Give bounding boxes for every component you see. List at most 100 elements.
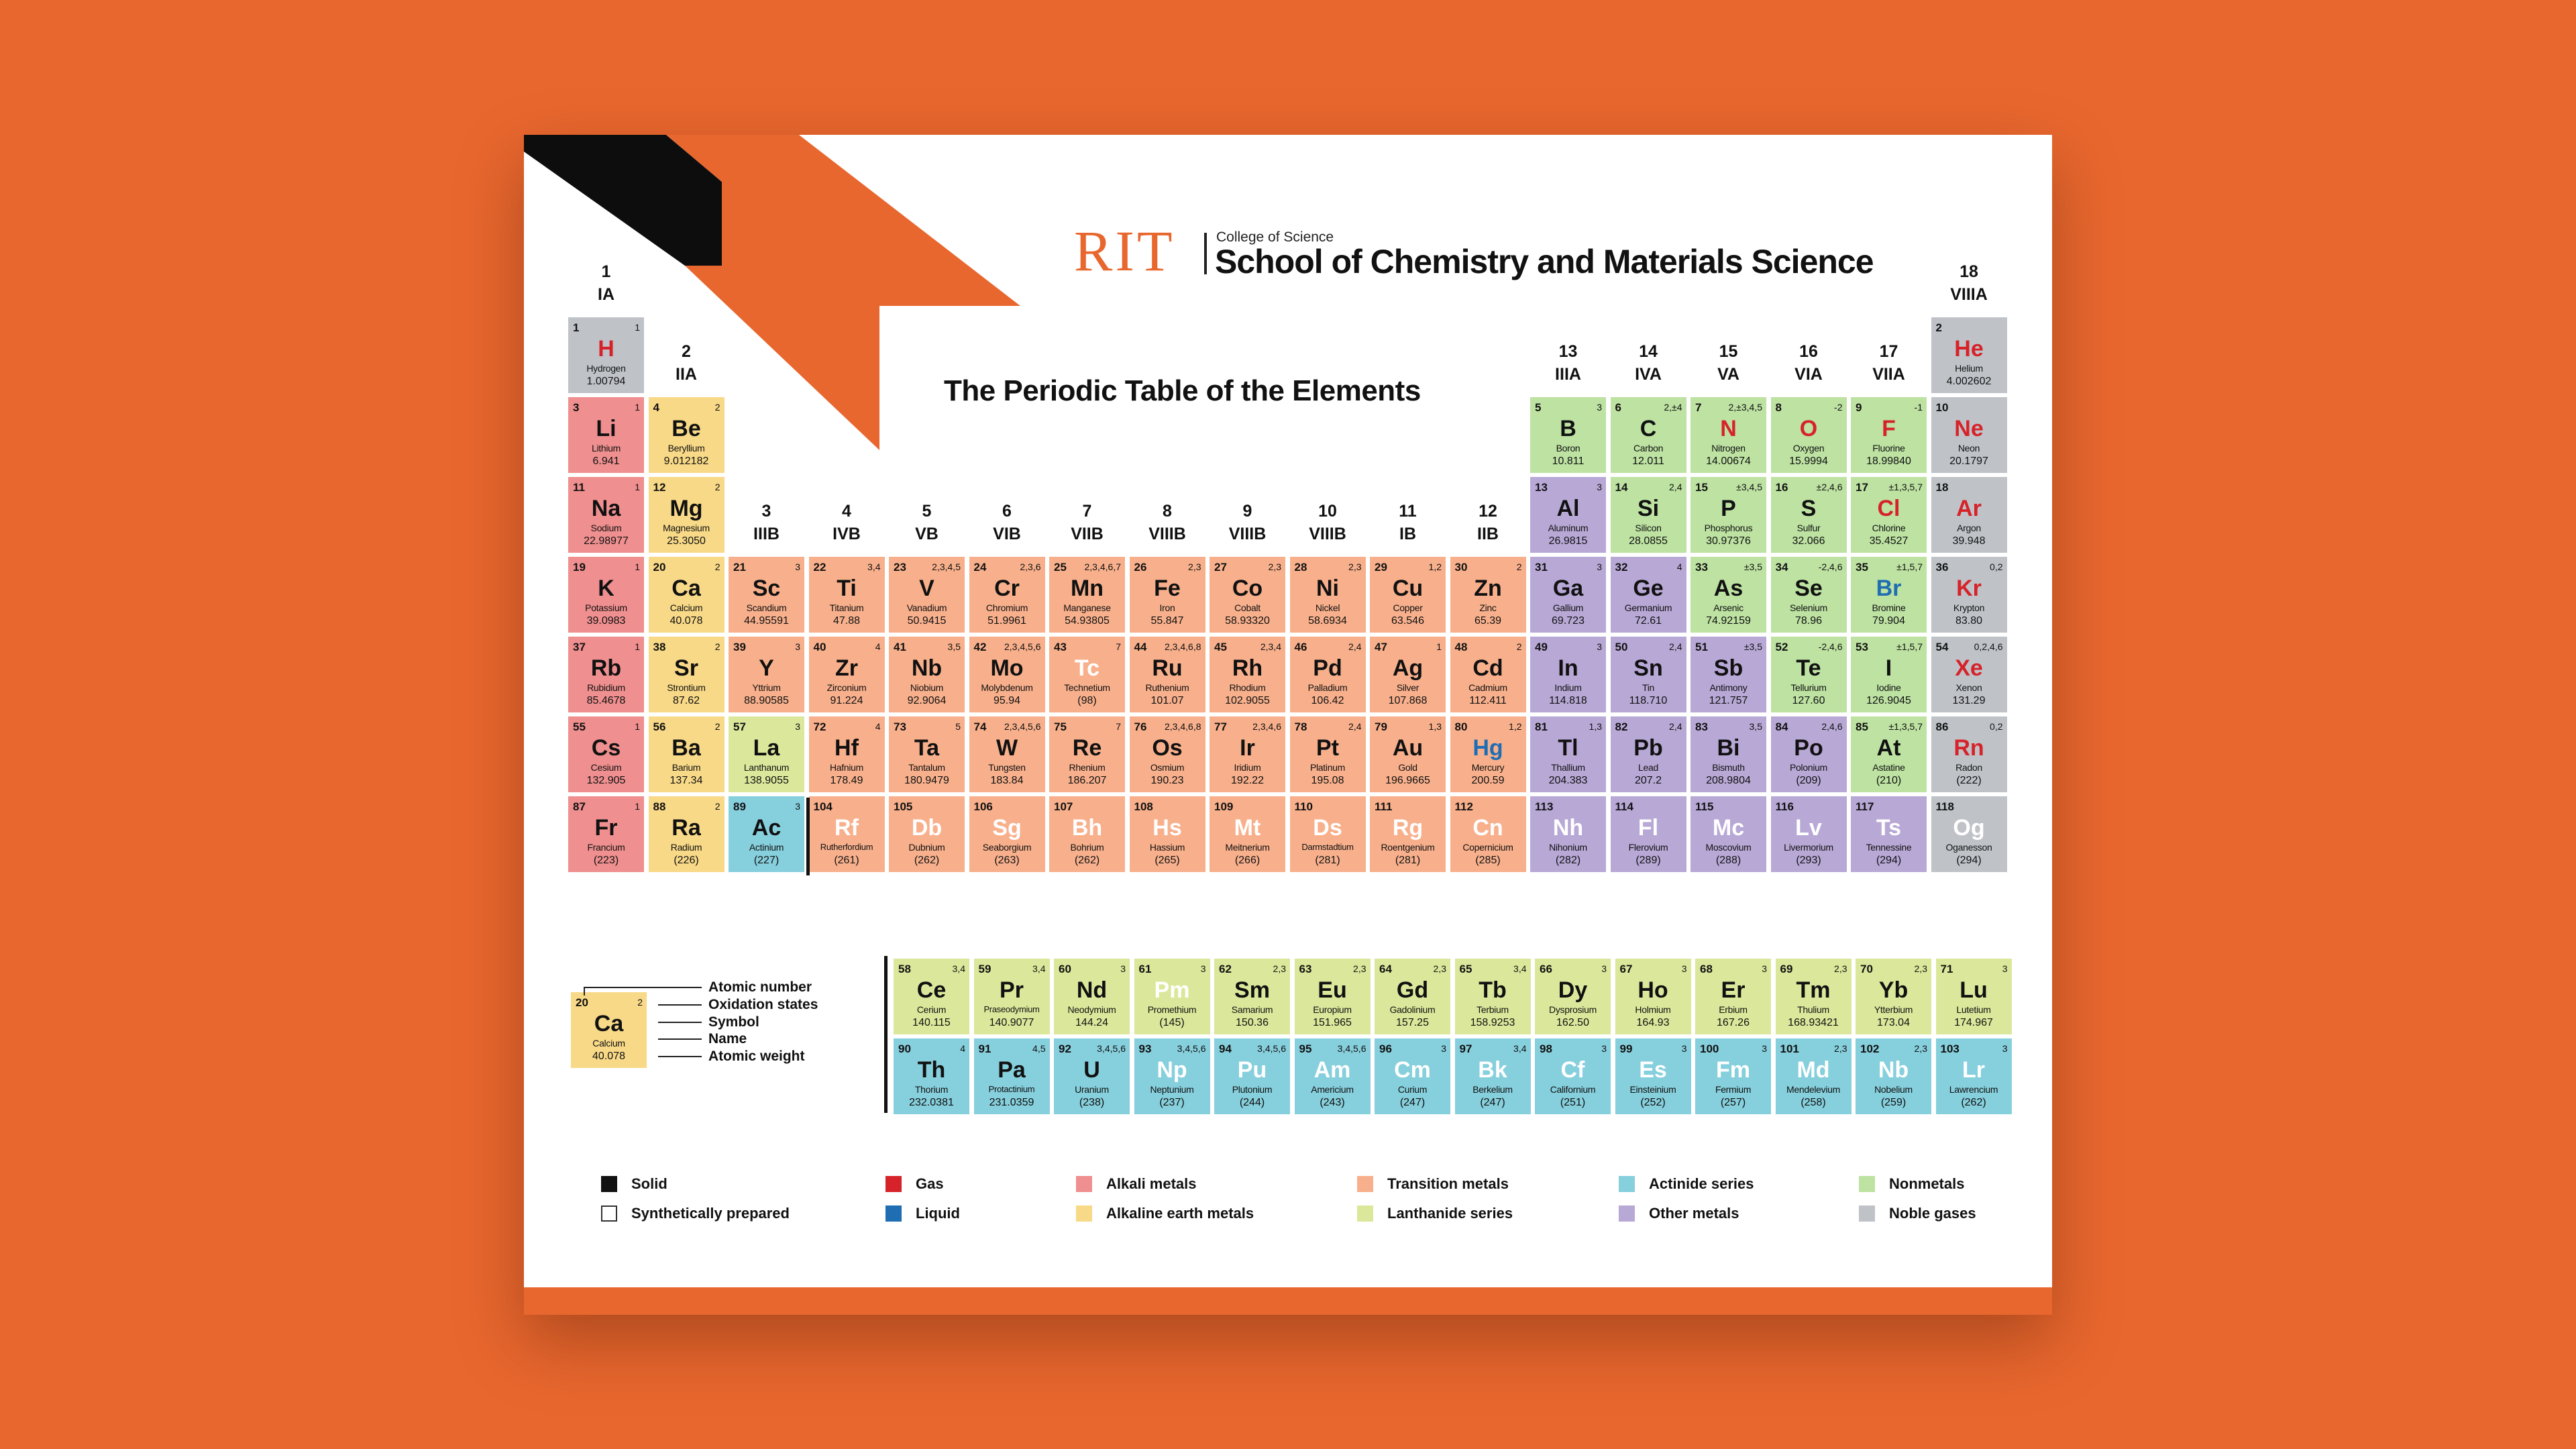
element-db[interactable]: 105 Db Dubnium (262) xyxy=(889,796,965,872)
element-w[interactable]: 74 2,3,4,5,6 W Tungsten 183.84 xyxy=(969,716,1045,792)
element-te[interactable]: 52 -2,4,6 Te Tellurium 127.60 xyxy=(1770,637,1847,712)
element-cr[interactable]: 24 2,3,6 Cr Chromium 51.9961 xyxy=(969,557,1045,633)
element-mn[interactable]: 25 2,3,4,6,7 Mn Manganese 54.93805 xyxy=(1049,557,1125,633)
element-fe[interactable]: 26 2,3 Fe Iron 55.847 xyxy=(1129,557,1205,633)
element-fl[interactable]: 114 Fl Flerovium (289) xyxy=(1610,796,1686,872)
element-k[interactable]: 19 1 K Potassium 39.0983 xyxy=(568,557,644,633)
element-nb[interactable]: 102 2,3 Nb Nobelium (259) xyxy=(1856,1038,1931,1114)
element-ra[interactable]: 88 2 Ra Radium (226) xyxy=(648,796,724,872)
element-o[interactable]: 8 -2 O Oxygen 15.9994 xyxy=(1770,397,1847,473)
element-be[interactable]: 4 2 Be Beryllium 9.012182 xyxy=(648,397,724,473)
element-ge[interactable]: 32 4 Ge Germanium 72.61 xyxy=(1610,557,1686,633)
element-na[interactable]: 11 1 Na Sodium 22.98977 xyxy=(568,477,644,553)
element-i[interactable]: 53 ±1,5,7 I Iodine 126.9045 xyxy=(1851,637,1927,712)
element-tb[interactable]: 65 3,4 Tb Terbium 158.9253 xyxy=(1454,959,1531,1034)
element-ts[interactable]: 117 Ts Tennessine (294) xyxy=(1851,796,1927,872)
element-cf[interactable]: 98 3 Cf Californium (251) xyxy=(1535,1038,1611,1114)
element-nh[interactable]: 113 Nh Nihonium (282) xyxy=(1530,796,1606,872)
element-p[interactable]: 15 ±3,4,5 P Phosphorus 30.97376 xyxy=(1690,477,1766,553)
element-hg[interactable]: 80 1,2 Hg Mercury 200.59 xyxy=(1450,716,1526,792)
element-eu[interactable]: 63 2,3 Eu Europium 151.965 xyxy=(1294,959,1371,1034)
element-pm[interactable]: 61 3 Pm Promethium (145) xyxy=(1134,959,1210,1034)
element-lv[interactable]: 116 Lv Livermorium (293) xyxy=(1770,796,1847,872)
element-og[interactable]: 118 Og Oganesson (294) xyxy=(1931,796,2007,872)
element-rn[interactable]: 86 0,2 Rn Radon (222) xyxy=(1931,716,2007,792)
element-ca[interactable]: 20 2 Ca Calcium 40.078 xyxy=(648,557,724,633)
element-ti[interactable]: 22 3,4 Ti Titanium 47.88 xyxy=(808,557,885,633)
element-n[interactable]: 7 2,±3,4,5 N Nitrogen 14.00674 xyxy=(1690,397,1766,473)
element-mt[interactable]: 109 Mt Meitnerium (266) xyxy=(1210,796,1285,872)
element-nd[interactable]: 60 3 Nd Neodymium 144.24 xyxy=(1054,959,1130,1034)
element-pt[interactable]: 78 2,4 Pt Platinum 195.08 xyxy=(1289,716,1366,792)
element-ru[interactable]: 44 2,3,4,6,8 Ru Ruthenium 101.07 xyxy=(1129,637,1205,712)
element-rb[interactable]: 37 1 Rb Rubidium 85.4678 xyxy=(568,637,644,712)
element-os[interactable]: 76 2,3,4,6,8 Os Osmium 190.23 xyxy=(1129,716,1205,792)
element-si[interactable]: 14 2,4 Si Silicon 28.0855 xyxy=(1610,477,1686,553)
element-sc[interactable]: 21 3 Sc Scandium 44.95591 xyxy=(729,557,804,633)
element-sb[interactable]: 51 ±3,5 Sb Antimony 121.757 xyxy=(1690,637,1766,712)
element-ne[interactable]: 10 Ne Neon 20.1797 xyxy=(1931,397,2007,473)
element-la[interactable]: 57 3 La Lanthanum 138.9055 xyxy=(729,716,804,792)
element-ga[interactable]: 31 3 Ga Gallium 69.723 xyxy=(1530,557,1606,633)
element-ag[interactable]: 47 1 Ag Silver 107.868 xyxy=(1370,637,1446,712)
element-rg[interactable]: 111 Rg Roentgenium (281) xyxy=(1370,796,1446,872)
element-am[interactable]: 95 3,4,5,6 Am Americium (243) xyxy=(1294,1038,1371,1114)
element-re[interactable]: 75 7 Re Rhenium 186.207 xyxy=(1049,716,1125,792)
element-xe[interactable]: 54 0,2,4,6 Xe Xenon 131.29 xyxy=(1931,637,2007,712)
element-sm[interactable]: 62 2,3 Sm Samarium 150.36 xyxy=(1214,959,1290,1034)
element-s[interactable]: 16 ±2,4,6 S Sulfur 32.066 xyxy=(1770,477,1847,553)
element-cd[interactable]: 48 2 Cd Cadmium 112.411 xyxy=(1450,637,1526,712)
element-u[interactable]: 92 3,4,5,6 U Uranium (238) xyxy=(1054,1038,1130,1114)
element-f[interactable]: 9 -1 F Fluorine 18.99840 xyxy=(1851,397,1927,473)
element-sg[interactable]: 106 Sg Seaborgium (263) xyxy=(969,796,1045,872)
element-pa[interactable]: 91 4,5 Pa Protactinium 231.0359 xyxy=(973,1038,1050,1114)
element-as[interactable]: 33 ±3,5 As Arsenic 74.92159 xyxy=(1690,557,1766,633)
element-ar[interactable]: 18 Ar Argon 39.948 xyxy=(1931,477,2007,553)
element-cu[interactable]: 29 1,2 Cu Copper 63.546 xyxy=(1370,557,1446,633)
element-cm[interactable]: 96 3 Cm Curium (247) xyxy=(1375,1038,1450,1114)
element-b[interactable]: 5 3 B Boron 10.811 xyxy=(1530,397,1606,473)
element-c[interactable]: 6 2,±4 C Carbon 12.011 xyxy=(1610,397,1686,473)
element-lu[interactable]: 71 3 Lu Lutetium 174.967 xyxy=(1935,959,2012,1034)
element-bk[interactable]: 97 3,4 Bk Berkelium (247) xyxy=(1454,1038,1531,1114)
element-bi[interactable]: 83 3,5 Bi Bismuth 208.9804 xyxy=(1690,716,1766,792)
element-tm[interactable]: 69 2,3 Tm Thulium 168.93421 xyxy=(1775,959,1851,1034)
element-fm[interactable]: 100 3 Fm Fermium (257) xyxy=(1695,1038,1771,1114)
element-dy[interactable]: 66 3 Dy Dysprosium 162.50 xyxy=(1535,959,1611,1034)
element-zn[interactable]: 30 2 Zn Zinc 65.39 xyxy=(1450,557,1526,633)
element-md[interactable]: 101 2,3 Md Mendelevium (258) xyxy=(1775,1038,1851,1114)
element-mo[interactable]: 42 2,3,4,5,6 Mo Molybdenum 95.94 xyxy=(969,637,1045,712)
element-ho[interactable]: 67 3 Ho Holmium 164.93 xyxy=(1615,959,1691,1034)
element-sn[interactable]: 50 2,4 Sn Tin 118.710 xyxy=(1610,637,1686,712)
element-he[interactable]: 2 He Helium 4.002602 xyxy=(1931,317,2007,393)
element-cl[interactable]: 17 ±1,3,5,7 Cl Chlorine 35.4527 xyxy=(1851,477,1927,553)
element-v[interactable]: 23 2,3,4,5 V Vanadium 50.9415 xyxy=(889,557,965,633)
element-at[interactable]: 85 ±1,3,5,7 At Astatine (210) xyxy=(1851,716,1927,792)
element-li[interactable]: 3 1 Li Lithium 6.941 xyxy=(568,397,644,473)
element-ce[interactable]: 58 3,4 Ce Cerium 140.115 xyxy=(894,959,969,1034)
element-co[interactable]: 27 2,3 Co Cobalt 58.93320 xyxy=(1210,557,1285,633)
element-cs[interactable]: 55 1 Cs Cesium 132.905 xyxy=(568,716,644,792)
element-sr[interactable]: 38 2 Sr Strontium 87.62 xyxy=(648,637,724,712)
element-er[interactable]: 68 3 Er Erbium 167.26 xyxy=(1695,959,1771,1034)
element-rh[interactable]: 45 2,3,4 Rh Rhodium 102.9055 xyxy=(1210,637,1285,712)
element-tc[interactable]: 43 7 Tc Technetium (98) xyxy=(1049,637,1125,712)
element-pd[interactable]: 46 2,4 Pd Palladium 106.42 xyxy=(1289,637,1366,712)
element-ir[interactable]: 77 2,3,4,6 Ir Iridium 192.22 xyxy=(1210,716,1285,792)
element-yb[interactable]: 70 2,3 Yb Ytterbium 173.04 xyxy=(1856,959,1931,1034)
element-mg[interactable]: 12 2 Mg Magnesium 25.3050 xyxy=(648,477,724,553)
element-ta[interactable]: 73 5 Ta Tantalum 180.9479 xyxy=(889,716,965,792)
element-y[interactable]: 39 3 Y Yttrium 88.90585 xyxy=(729,637,804,712)
element-bh[interactable]: 107 Bh Bohrium (262) xyxy=(1049,796,1125,872)
element-al[interactable]: 13 3 Al Aluminum 26.9815 xyxy=(1530,477,1606,553)
element-zr[interactable]: 40 4 Zr Zirconium 91.224 xyxy=(808,637,885,712)
element-pb[interactable]: 82 2,4 Pb Lead 207.2 xyxy=(1610,716,1686,792)
element-es[interactable]: 99 3 Es Einsteinium (252) xyxy=(1615,1038,1691,1114)
element-pr[interactable]: 59 3,4 Pr Praseodymium 140.9077 xyxy=(973,959,1050,1034)
element-th[interactable]: 90 4 Th Thorium 232.0381 xyxy=(894,1038,969,1114)
element-cn[interactable]: 112 Cn Copernicium (285) xyxy=(1450,796,1526,872)
element-hs[interactable]: 108 Hs Hassium (265) xyxy=(1129,796,1205,872)
element-gd[interactable]: 64 2,3 Gd Gadolinium 157.25 xyxy=(1375,959,1450,1034)
element-mc[interactable]: 115 Mc Moscovium (288) xyxy=(1690,796,1766,872)
element-h[interactable]: 1 1 H Hydrogen 1.00794 xyxy=(568,317,644,393)
